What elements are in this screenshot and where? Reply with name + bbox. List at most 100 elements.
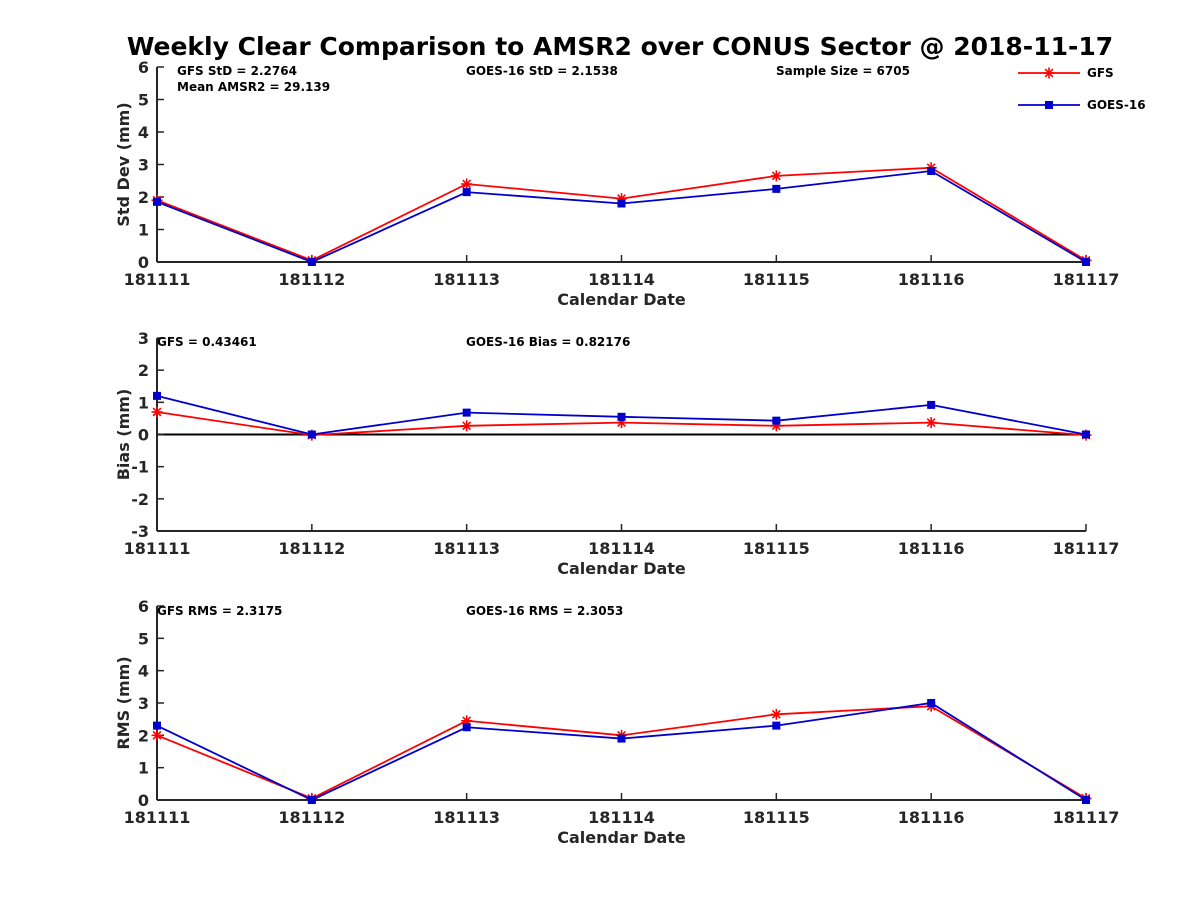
x-tick-label: 181115 [743, 270, 810, 289]
data-point-gfs [461, 178, 473, 190]
data-point-gfs-stroke [771, 171, 781, 181]
data-point-goes-16 [1082, 258, 1090, 266]
y-axis-label: Bias (mm) [114, 389, 133, 481]
x-tick-label: 181112 [278, 808, 345, 827]
x-tick-label: 181117 [1053, 808, 1120, 827]
stat-annotation: Sample Size = 6705 [776, 64, 910, 78]
stat-annotation: GOES-16 Bias = 0.82176 [466, 335, 630, 349]
y-axis-label: RMS (mm) [114, 656, 133, 749]
y-tick-label: 2 [138, 361, 149, 380]
y-tick-label: 0 [138, 253, 149, 272]
data-point-gfs-stroke [462, 421, 472, 431]
data-point-goes-16 [617, 734, 626, 743]
x-tick-label: 181115 [743, 808, 810, 827]
y-tick-label: 6 [138, 597, 149, 616]
panel-bias: -3 -2 -1 0 1 2 3 181111 181112 181113 181114 181115… [114, 329, 1119, 578]
x-tick-label: 181117 [1053, 270, 1120, 289]
chart-title: Weekly Clear Comparison to AMSR2 over CO… [127, 32, 1113, 61]
y-axis-label: Std Dev (mm) [114, 102, 133, 226]
data-point-gfs [461, 420, 473, 432]
data-point-goes-16 [462, 408, 471, 417]
y-tick-label: 1 [138, 393, 149, 412]
y-tick-label: 3 [138, 694, 149, 713]
y-tick-label: 5 [138, 91, 149, 110]
panel-rms: 0 1 2 3 4 5 6 181111 181112 181113 181114 181115 181… [114, 597, 1119, 847]
data-point-goes-16 [153, 721, 161, 730]
legend: GFS GOES-16 [1018, 66, 1146, 112]
x-axis-label: Calendar Date [557, 559, 686, 578]
data-point-goes-16 [772, 184, 781, 193]
data-point-goes-16 [462, 723, 471, 732]
legend-marker-goes16 [1045, 101, 1053, 109]
y-tick-label: 4 [138, 662, 149, 681]
data-point-gfs [151, 406, 163, 418]
x-tick-label: 181112 [278, 539, 345, 558]
data-point-gfs-stroke [462, 179, 472, 189]
data-point-gfs-stroke [152, 730, 162, 740]
data-point-gfs-stroke [771, 709, 781, 719]
data-point-goes-16 [1082, 430, 1090, 439]
x-tick-label: 181116 [898, 808, 965, 827]
y-tick-label: 1 [138, 221, 149, 240]
data-point-goes-16 [927, 400, 936, 409]
y-tick-label: 1 [138, 759, 149, 778]
data-point-gfs-stroke [926, 418, 936, 428]
stat-annotation: GFS = 0.43461 [157, 335, 257, 349]
y-tick-label: 2 [138, 726, 149, 745]
x-tick-label: 181116 [898, 539, 965, 558]
y-tick-label: 3 [138, 329, 149, 348]
x-tick-label: 181114 [588, 539, 655, 558]
y-tick-label: 0 [138, 791, 149, 810]
data-point-goes-16 [307, 258, 316, 266]
x-tick-label: 181113 [433, 270, 500, 289]
x-axis-label: Calendar Date [557, 828, 686, 847]
data-point-goes-16 [927, 167, 936, 175]
data-point-goes-16 [772, 416, 781, 425]
y-tick-label: -2 [131, 490, 149, 509]
legend-marker-gfs [1043, 67, 1055, 79]
y-tick-label: -3 [131, 522, 149, 541]
y-tick-label: -1 [131, 458, 149, 477]
data-point-goes-16 [772, 721, 781, 730]
data-point-goes-16 [307, 796, 316, 804]
x-tick-label: 181113 [433, 539, 500, 558]
data-point-gfs-stroke [152, 407, 162, 417]
data-point-gfs [770, 170, 782, 182]
data-point-gfs [925, 417, 937, 429]
stat-annotation: GFS RMS = 2.3175 [157, 604, 282, 618]
legend-label-goes16: GOES-16 [1087, 98, 1146, 112]
stat-annotation: Mean AMSR2 = 29.139 [177, 80, 330, 94]
x-tick-label: 181114 [588, 808, 655, 827]
x-tick-label: 181117 [1053, 539, 1120, 558]
x-axis-label: Calendar Date [557, 290, 686, 309]
legend-marker-gfs [1043, 67, 1055, 79]
data-point-goes-16 [307, 430, 316, 439]
data-point-goes-16 [153, 197, 161, 206]
x-tick-label: 181111 [124, 808, 191, 827]
legend-marker-goes-16 [1045, 101, 1053, 109]
x-tick-label: 181113 [433, 808, 500, 827]
y-tick-label: 4 [138, 123, 149, 142]
legend-label-gfs: GFS [1087, 66, 1114, 80]
stat-annotation: GOES-16 StD = 2.1538 [466, 64, 618, 78]
y-tick-label: 3 [138, 156, 149, 175]
x-tick-label: 181115 [743, 539, 810, 558]
x-tick-label: 181114 [588, 270, 655, 289]
data-point-goes-16 [927, 699, 936, 707]
stat-annotation: GFS StD = 2.2764 [177, 64, 297, 78]
stat-annotation: GOES-16 RMS = 2.3053 [466, 604, 623, 618]
x-tick-label: 181111 [124, 270, 191, 289]
legend-marker-gfs-stroke [1044, 68, 1054, 78]
panel-std-dev: 0 1 2 3 4 5 6 181111 181112 181113 181114 181115 181… [114, 58, 1119, 309]
y-tick-label: 0 [138, 426, 149, 445]
data-point-goes-16 [617, 199, 626, 208]
data-point-goes-16 [617, 412, 626, 421]
data-point-goes-16 [1082, 796, 1090, 804]
y-tick-label: 6 [138, 58, 149, 77]
y-tick-label: 2 [138, 188, 149, 207]
data-point-gfs [770, 708, 782, 720]
data-point-goes-16 [153, 391, 161, 400]
y-tick-label: 5 [138, 629, 149, 648]
